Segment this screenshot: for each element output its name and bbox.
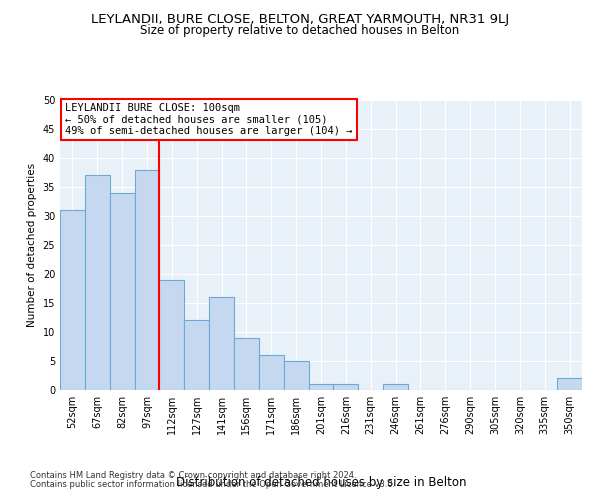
Bar <box>184 320 209 390</box>
X-axis label: Distribution of detached houses by size in Belton: Distribution of detached houses by size … <box>176 476 466 489</box>
Text: LEYLANDII BURE CLOSE: 100sqm
← 50% of detached houses are smaller (105)
49% of s: LEYLANDII BURE CLOSE: 100sqm ← 50% of de… <box>65 103 353 136</box>
Bar <box>160 280 184 390</box>
Text: Contains HM Land Registry data © Crown copyright and database right 2024.: Contains HM Land Registry data © Crown c… <box>30 471 356 480</box>
Bar <box>334 384 358 390</box>
Bar <box>259 355 284 390</box>
Bar <box>60 210 85 390</box>
Bar <box>284 361 308 390</box>
Bar <box>234 338 259 390</box>
Bar <box>110 193 134 390</box>
Text: Contains public sector information licensed under the Open Government Licence v3: Contains public sector information licen… <box>30 480 395 489</box>
Bar <box>308 384 334 390</box>
Text: Size of property relative to detached houses in Belton: Size of property relative to detached ho… <box>140 24 460 37</box>
Text: LEYLANDII, BURE CLOSE, BELTON, GREAT YARMOUTH, NR31 9LJ: LEYLANDII, BURE CLOSE, BELTON, GREAT YAR… <box>91 12 509 26</box>
Bar <box>209 297 234 390</box>
Bar <box>85 176 110 390</box>
Bar <box>557 378 582 390</box>
Y-axis label: Number of detached properties: Number of detached properties <box>27 163 37 327</box>
Bar <box>134 170 160 390</box>
Bar <box>383 384 408 390</box>
